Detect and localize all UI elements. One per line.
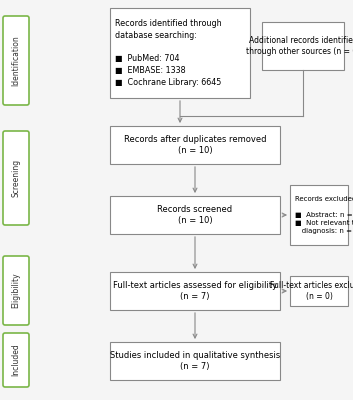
Bar — [110, 126, 280, 164]
Text: Eligibility: Eligibility — [12, 273, 20, 308]
Text: Records screened
(n = 10): Records screened (n = 10) — [157, 204, 233, 226]
Bar — [110, 8, 250, 98]
Bar — [110, 342, 280, 380]
Text: Records excluded: n = 3

■  Abstract: n = 2
■  Not relevant to
   diagnosis: n =: Records excluded: n = 3 ■ Abstract: n = … — [295, 196, 353, 234]
Text: Studies included in qualitative synthesis
(n = 7): Studies included in qualitative synthesi… — [110, 350, 280, 371]
Text: Records after duplicates removed
(n = 10): Records after duplicates removed (n = 10… — [124, 134, 266, 155]
FancyBboxPatch shape — [3, 333, 29, 387]
Text: Identification: Identification — [12, 35, 20, 86]
Text: Included: Included — [12, 344, 20, 376]
FancyBboxPatch shape — [3, 131, 29, 225]
Text: Records identified through
database searching:

■  PubMed: 704
■  EMBASE: 1338
■: Records identified through database sear… — [115, 19, 222, 87]
FancyBboxPatch shape — [3, 256, 29, 325]
Bar — [110, 196, 280, 234]
Bar — [290, 276, 348, 306]
Text: Screening: Screening — [12, 159, 20, 197]
Bar — [262, 22, 344, 70]
Text: Additional records identified
through other sources (n = 0): Additional records identified through ot… — [246, 36, 353, 56]
Text: Full-text articles assessed for eligibility
(n = 7): Full-text articles assessed for eligibil… — [113, 281, 277, 302]
Bar — [290, 185, 348, 245]
Bar — [110, 272, 280, 310]
FancyBboxPatch shape — [3, 16, 29, 105]
Text: Full-text articles excluded
(n = 0): Full-text articles excluded (n = 0) — [269, 281, 353, 302]
